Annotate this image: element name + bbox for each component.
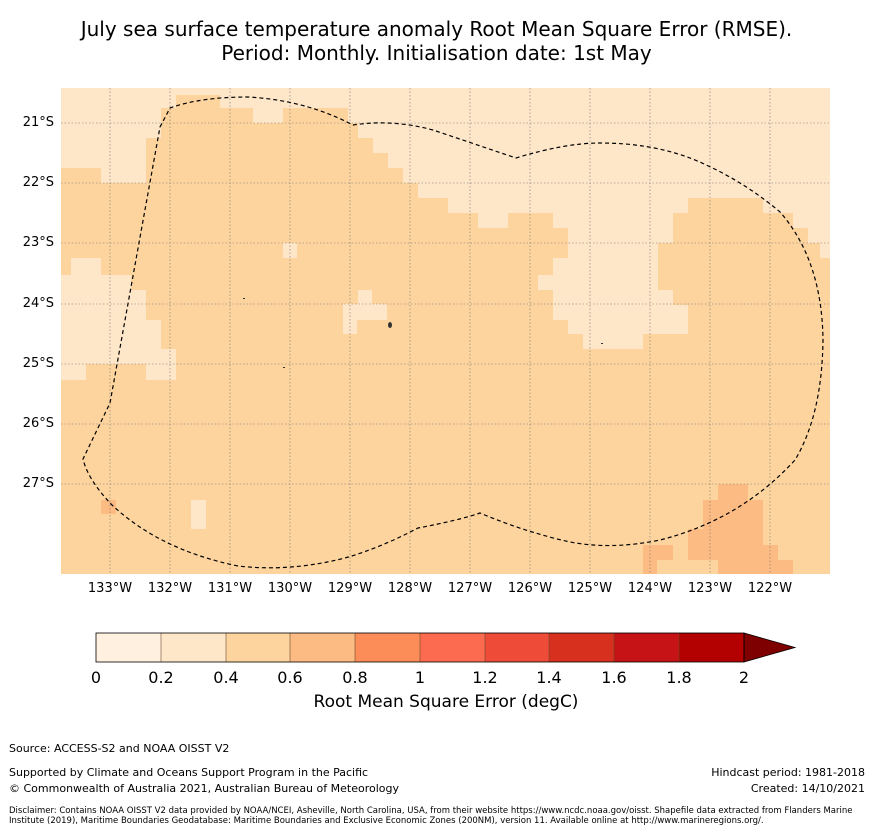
rmse-field-0.6-0.8 [101,484,793,574]
colorbar-seg-5 [420,633,485,662]
colorbar-label: Root Mean Square Error (degC) [313,692,579,712]
lat-label-26s: 26°S [22,416,54,431]
lat-label-25s: 25°S [22,356,54,371]
colorbar-seg-3 [290,633,355,662]
lon-label-132w: 132°W [147,581,193,596]
colorbar-seg-1 [161,633,226,662]
map-title-line1: July sea surface temperature anomaly Roo… [80,17,793,41]
lat-label-24s: 24°S [22,296,54,311]
lat-label-21s: 21°S [22,115,54,130]
lon-label-125w: 125°W [567,581,613,596]
lon-label-126w: 126°W [507,581,553,596]
rmse-field-0.2-0.4 [61,88,830,529]
lon-label-122w: 122°W [747,581,793,596]
colorbar-tick: 1.6 [601,668,627,687]
colorbar-tick: 1 [414,668,426,687]
colorbar-tick: 0.4 [213,668,239,687]
disclaimer-text: Disclaimer: Contains NOAA OISST V2 data … [9,806,853,826]
colorbar-seg-6 [485,633,549,662]
lon-label-133w: 133°W [87,581,133,596]
lon-label-130w: 130°W [267,581,313,596]
colorbar [95,632,797,663]
graticule [61,88,830,574]
colorbar-seg-9 [679,633,744,662]
lon-label-127w: 127°W [447,581,493,596]
lon-label-123w: 123°W [687,581,733,596]
created-text: Created: 14/10/2021 [750,782,865,795]
supported-text: Supported by Climate and Oceans Support … [9,766,369,779]
colorbar-seg-2 [226,633,290,662]
colorbar-seg-8 [614,633,679,662]
lat-label-27s: 27°S [22,476,54,491]
islands [243,298,603,368]
lon-label-128w: 128°W [387,581,433,596]
lon-label-131w: 131°W [207,581,253,596]
colorbar-seg-0 [96,633,161,662]
copyright-text: © Commonwealth of Australia 2021, Austra… [9,782,399,795]
colorbar-seg-4 [355,633,420,662]
colorbar-tick: 1.8 [666,668,692,687]
map-title-line2: Period: Monthly. Initialisation date: 1s… [221,41,652,65]
colorbar-tick: 0.2 [148,668,174,687]
lon-label-129w: 129°W [327,581,373,596]
colorbar-tick: 1.2 [472,668,498,687]
hindcast-text: Hindcast period: 1981-2018 [711,766,865,779]
lat-label-22s: 22°S [22,175,54,190]
source-text: Source: ACCESS-S2 and NOAA OISST V2 [9,742,230,755]
colorbar-seg-7 [549,633,614,662]
colorbar-tick: 0.8 [342,668,368,687]
lat-label-23s: 23°S [22,235,54,250]
colorbar-tick: 0 [90,668,102,687]
lon-label-124w: 124°W [627,581,673,596]
colorbar-tick: 0.6 [277,668,303,687]
colorbar-tick: 1.4 [536,668,562,687]
colorbar-tick: 2 [738,668,750,687]
colorbar-extend-arrow [743,632,797,663]
